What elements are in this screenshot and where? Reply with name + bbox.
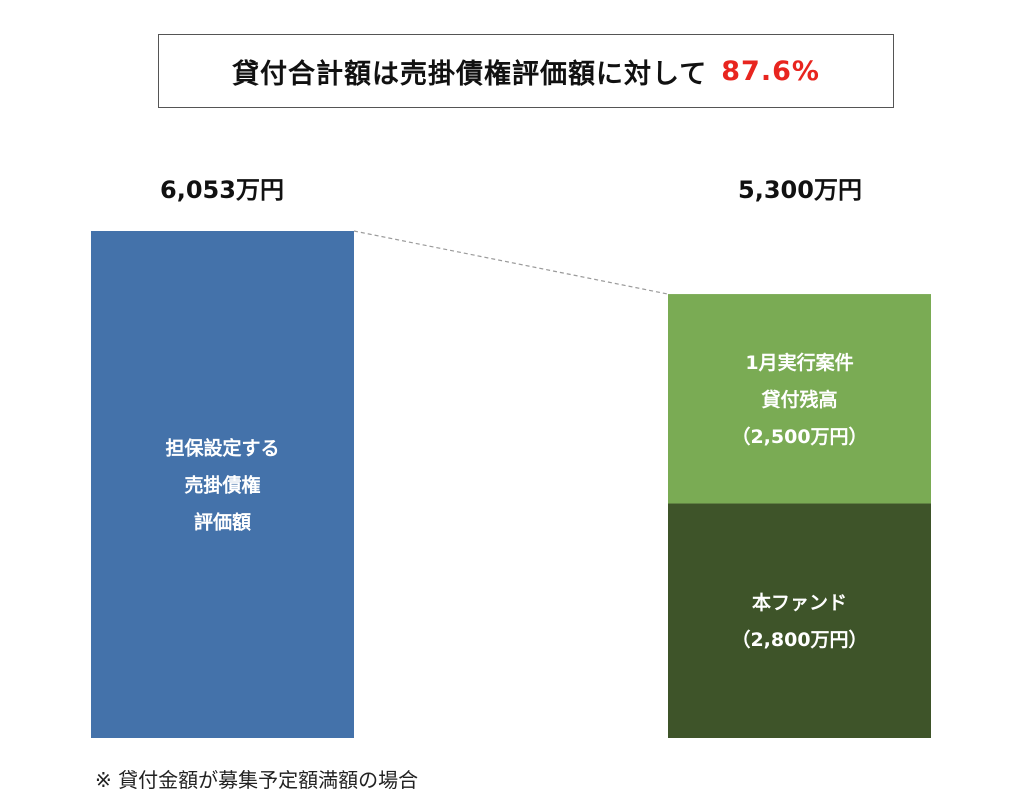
bar-segment-label-loans-1: 1月実行案件貸付残高（2,500万円） bbox=[731, 351, 867, 448]
bar-segment-label-loans-0: 本ファンド（2,800万円） bbox=[731, 591, 867, 651]
bar-total-label-loans: 5,300万円 bbox=[738, 176, 862, 204]
bar-segment-loans-1 bbox=[668, 294, 931, 504]
bar-segment-label-collateral-0: 担保設定する売掛債権評価額 bbox=[165, 437, 279, 534]
summary-percent: 87.6% bbox=[721, 55, 820, 87]
connector-line bbox=[353, 230, 669, 295]
summary-text: 貸付合計額は売掛債権評価額に対して bbox=[232, 58, 708, 90]
bar-total-label-collateral: 6,053万円 bbox=[160, 176, 284, 204]
footnote: ※ 貸付金額が募集予定額満額の場合 bbox=[95, 768, 419, 792]
summary-header: 貸付合計額は売掛債権評価額に対して 87.6% bbox=[158, 34, 894, 108]
bar-segment-collateral-0 bbox=[91, 231, 354, 738]
bar-segment-loans-0 bbox=[668, 503, 931, 738]
